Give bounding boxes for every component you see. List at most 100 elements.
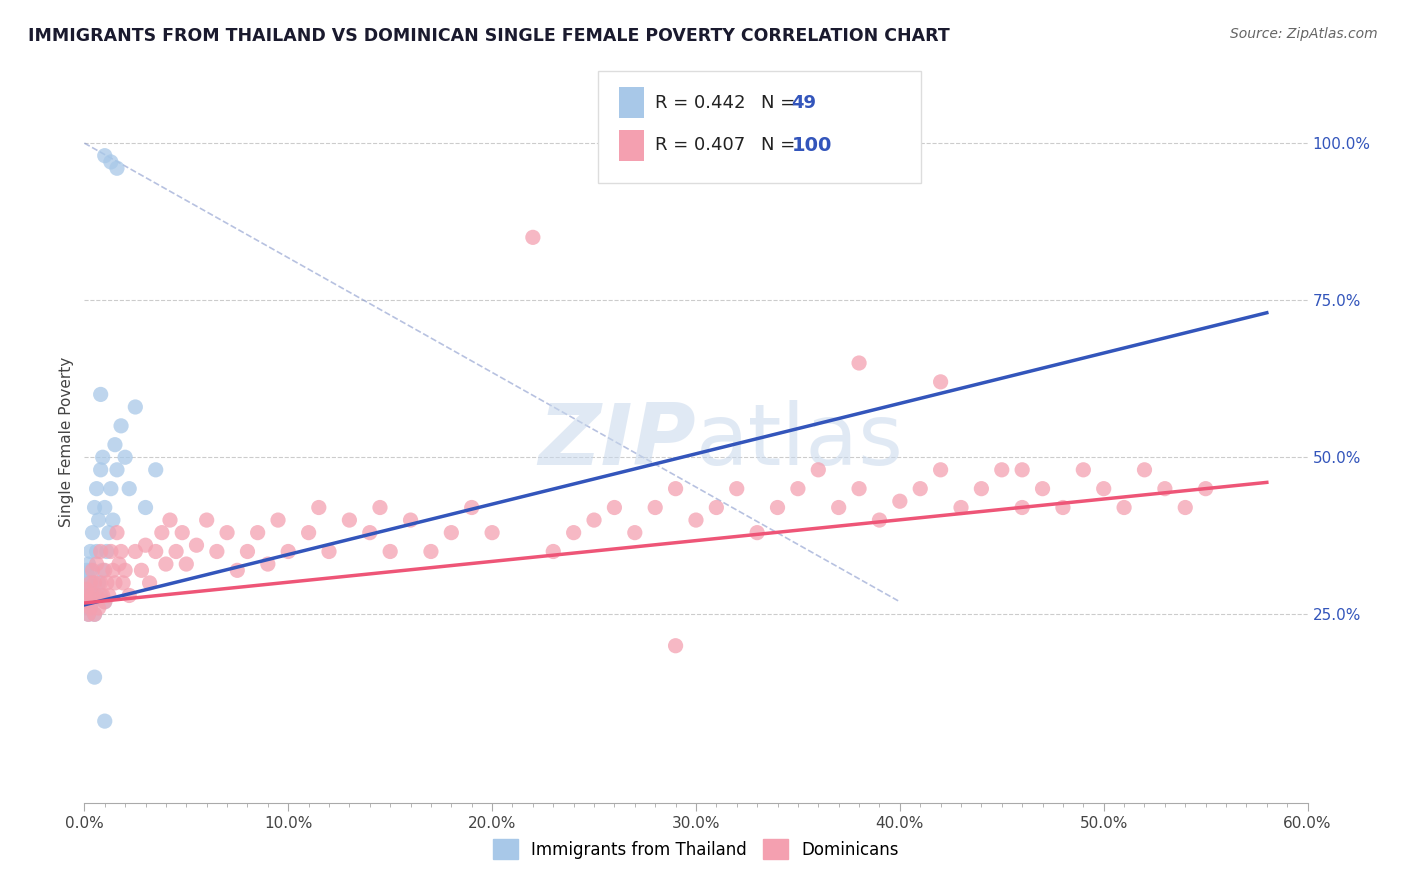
Point: [82, 563, 104, 577]
Point: [124, 400, 146, 414]
Point: [82, 589, 104, 603]
Point: [138, 575, 160, 590]
Point: [108, 557, 131, 571]
Point: [110, 418, 132, 433]
Point: [174, 557, 197, 571]
Point: [96, 575, 118, 590]
Point: [246, 525, 269, 540]
Point: [110, 544, 132, 558]
Point: [77, 589, 100, 603]
Point: [93, 595, 115, 609]
Point: [91, 563, 114, 577]
Point: [257, 557, 280, 571]
Point: [101, 563, 124, 577]
Point: [1011, 463, 1033, 477]
Point: [83, 607, 105, 622]
Point: [87, 575, 110, 590]
Point: [1092, 482, 1115, 496]
Point: [155, 557, 177, 571]
Point: [1032, 482, 1054, 496]
Point: [75, 601, 97, 615]
Point: [93, 563, 115, 577]
Point: [440, 525, 463, 540]
Point: [787, 482, 810, 496]
Point: [1052, 500, 1074, 515]
Point: [77, 582, 100, 597]
Point: [298, 525, 321, 540]
Legend: Immigrants from Thailand, Dominicans: Immigrants from Thailand, Dominicans: [492, 839, 900, 860]
Point: [807, 463, 830, 477]
Point: [97, 525, 120, 540]
Point: [481, 525, 503, 540]
Point: [195, 513, 218, 527]
Point: [86, 482, 108, 496]
Point: [118, 482, 141, 496]
Point: [359, 525, 381, 540]
Point: [1011, 500, 1033, 515]
Point: [226, 563, 249, 577]
Point: [889, 494, 911, 508]
Point: [105, 463, 128, 477]
Point: [461, 500, 484, 515]
Point: [93, 595, 115, 609]
Point: [75, 575, 97, 590]
Point: [685, 513, 707, 527]
Point: [114, 563, 136, 577]
Point: [1133, 463, 1156, 477]
Point: [706, 500, 728, 515]
Point: [522, 230, 544, 244]
Point: [83, 607, 105, 622]
Point: [747, 525, 769, 540]
Point: [848, 356, 870, 370]
Point: [87, 513, 110, 527]
Point: [828, 500, 851, 515]
Point: [97, 589, 120, 603]
Point: [135, 500, 157, 515]
Point: [380, 544, 402, 558]
Point: [93, 500, 115, 515]
Point: [93, 149, 115, 163]
Point: [86, 557, 108, 571]
Point: [83, 575, 105, 590]
Text: IMMIGRANTS FROM THAILAND VS DOMINICAN SINGLE FEMALE POVERTY CORRELATION CHART: IMMIGRANTS FROM THAILAND VS DOMINICAN SI…: [28, 27, 950, 45]
Point: [217, 525, 239, 540]
Point: [165, 544, 187, 558]
Point: [100, 482, 122, 496]
Point: [118, 589, 141, 603]
Point: [105, 525, 128, 540]
Point: [1174, 500, 1197, 515]
Point: [603, 500, 626, 515]
Point: [96, 544, 118, 558]
Point: [318, 544, 340, 558]
Point: [145, 544, 167, 558]
Point: [929, 463, 952, 477]
Point: [83, 589, 105, 603]
Point: [91, 589, 114, 603]
Point: [910, 482, 932, 496]
Point: [991, 463, 1014, 477]
Point: [399, 513, 422, 527]
Point: [75, 563, 97, 577]
Text: ZIP: ZIP: [538, 400, 696, 483]
Point: [83, 500, 105, 515]
Point: [150, 525, 173, 540]
Point: [86, 589, 108, 603]
Point: [205, 544, 228, 558]
Point: [79, 563, 101, 577]
Point: [267, 513, 290, 527]
Text: Source: ZipAtlas.com: Source: ZipAtlas.com: [1230, 27, 1378, 41]
Point: [159, 513, 181, 527]
Point: [79, 601, 101, 615]
Point: [79, 589, 101, 603]
Point: [725, 482, 748, 496]
Point: [90, 589, 112, 603]
Point: [339, 513, 361, 527]
Point: [186, 538, 208, 552]
Point: [1114, 500, 1136, 515]
Point: [665, 639, 688, 653]
Point: [308, 500, 330, 515]
Point: [79, 544, 101, 558]
Y-axis label: Single Female Poverty: Single Female Poverty: [59, 357, 75, 526]
Point: [1073, 463, 1095, 477]
Text: R = 0.442: R = 0.442: [655, 94, 745, 112]
